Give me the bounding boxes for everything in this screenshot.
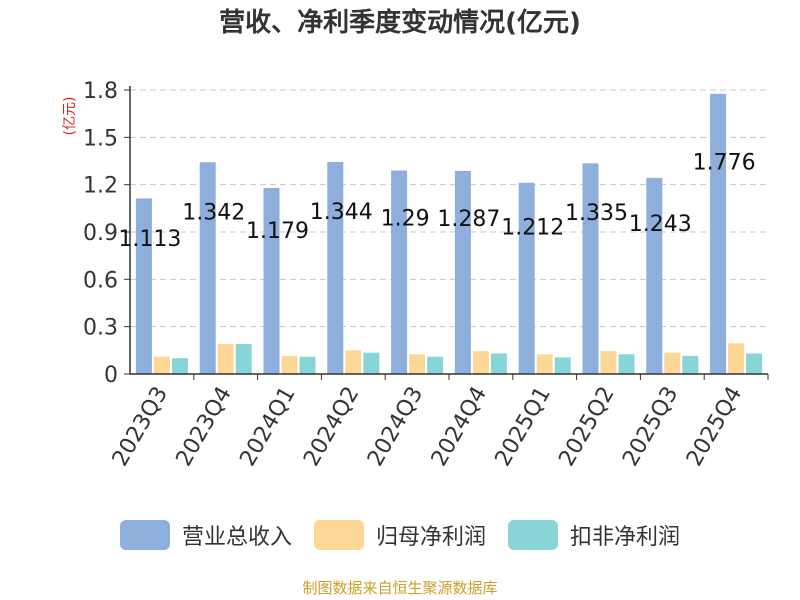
y-tick-label: 1.8 [83, 79, 118, 104]
x-tick-label: 2024Q2 [299, 383, 364, 471]
x-tick-label: 2024Q4 [427, 383, 492, 471]
legend-item-revenue[interactable]: 营业总收入 [119, 519, 292, 551]
bar-revenue[interactable] [199, 162, 216, 374]
bar-net-profit[interactable] [536, 354, 553, 374]
bar-revenue[interactable] [454, 170, 471, 374]
x-tick-label: 2025Q4 [682, 383, 747, 471]
bar-revenue[interactable] [582, 163, 599, 374]
bar-deducted-profit[interactable] [171, 358, 188, 374]
y-tick-label: 0.3 [83, 316, 118, 341]
bar-net-profit[interactable] [409, 354, 426, 374]
y-axis-label: (亿元) [62, 97, 78, 136]
y-tick-label: 1.5 [83, 126, 118, 151]
y-tick-label: 0.6 [83, 268, 118, 293]
bar-net-profit[interactable] [600, 351, 617, 374]
bar-revenue[interactable] [327, 161, 344, 374]
bar-deducted-profit[interactable] [235, 344, 252, 374]
x-tick-label: 2025Q2 [554, 383, 619, 471]
bar-deducted-profit[interactable] [618, 354, 635, 374]
bar-deducted-profit[interactable] [746, 353, 763, 374]
y-tick-label: 0.9 [83, 221, 118, 246]
y-tick-label: 0 [104, 363, 118, 388]
legend-label-revenue: 营业总收入 [181, 525, 292, 550]
bar-net-profit[interactable] [281, 355, 298, 374]
x-tick-label: 2023Q4 [172, 383, 237, 471]
legend-item-net-profit[interactable]: 归母净利润 [313, 519, 486, 551]
bar-net-profit[interactable] [472, 351, 489, 374]
data-label: 1.179 [246, 219, 309, 244]
data-label: 1.342 [182, 200, 245, 225]
legend-swatch-deducted-profit [508, 520, 558, 550]
bar-net-profit[interactable] [345, 350, 362, 374]
legend-label-net-profit: 归母净利润 [375, 525, 486, 550]
data-label: 1.776 [693, 150, 756, 175]
bar-net-profit[interactable] [217, 344, 234, 374]
bar-revenue[interactable] [263, 187, 280, 374]
bar-deducted-profit[interactable] [299, 356, 316, 374]
data-label: 1.113 [118, 227, 181, 252]
data-label: 1.29 [381, 206, 430, 231]
x-tick-label: 2024Q3 [363, 383, 428, 471]
legend-swatch-revenue [119, 520, 170, 550]
bar-deducted-profit[interactable] [427, 356, 444, 374]
legend-swatch-net-profit [313, 520, 364, 550]
bar-revenue[interactable] [518, 182, 535, 374]
x-tick-label: 2025Q1 [491, 383, 556, 471]
y-tick-label: 1.2 [83, 174, 118, 199]
bar-deducted-profit[interactable] [363, 352, 380, 374]
bar-deducted-profit[interactable] [490, 353, 507, 374]
bar-revenue[interactable] [391, 170, 408, 374]
bar-deducted-profit[interactable] [554, 357, 571, 374]
data-label: 1.287 [437, 207, 500, 232]
data-label: 1.243 [629, 212, 692, 237]
chart-legend: 营业总收入 归母净利润 扣非净利润 [0, 519, 800, 551]
bar-revenue[interactable] [135, 198, 152, 374]
bar-net-profit[interactable] [664, 352, 681, 374]
x-tick-label: 2023Q3 [108, 383, 173, 471]
data-label: 1.344 [310, 200, 373, 225]
bar-revenue[interactable] [646, 177, 663, 374]
x-tick-label: 2024Q1 [235, 383, 300, 471]
chart-title: 营收、净利季度变动情况(亿元) [219, 8, 581, 38]
bar-revenue[interactable] [710, 93, 727, 374]
data-label: 1.212 [501, 215, 564, 240]
data-source-note: 制图数据来自恒生聚源数据库 [302, 579, 498, 597]
x-tick-label: 2025Q3 [618, 383, 683, 471]
bar-net-profit[interactable] [728, 343, 745, 374]
legend-label-deducted-profit: 扣非净利润 [570, 525, 681, 550]
data-label: 1.335 [565, 201, 628, 226]
bar-net-profit[interactable] [153, 356, 170, 374]
legend-item-deducted-profit[interactable]: 扣非净利润 [508, 519, 680, 551]
bar-deducted-profit[interactable] [682, 355, 699, 374]
